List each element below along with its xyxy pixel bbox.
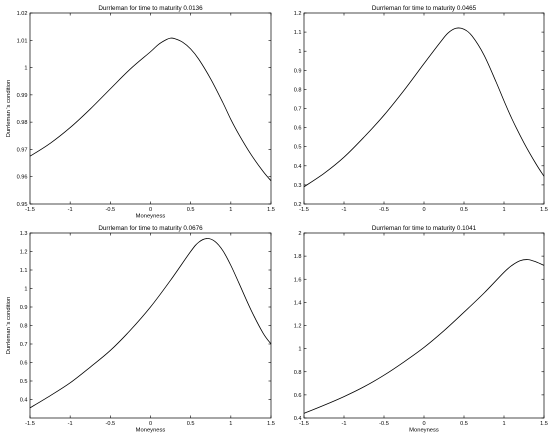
y-tick-label: 0.8 <box>20 324 28 330</box>
plot-frame <box>303 12 545 205</box>
durrleman-curve <box>29 238 272 409</box>
y-tick-label: 1.2 <box>294 11 302 17</box>
y-tick-label: 0.95 <box>17 202 28 208</box>
x-tick-label: 0 <box>422 207 425 213</box>
durrleman-curve <box>303 259 545 414</box>
x-tick-label: 0.5 <box>187 207 195 213</box>
y-tick-label: 1.3 <box>20 231 28 237</box>
y-tick-label: 1.1 <box>20 268 28 274</box>
x-tick-label: 1 <box>229 207 232 213</box>
y-tick-label: 0.97 <box>17 147 28 153</box>
y-tick-label: 1.2 <box>294 324 302 330</box>
x-tick-label: 0.5 <box>460 421 468 427</box>
y-tick-label: 0.2 <box>294 202 302 208</box>
subplot-title: Durrleman for time to maturity 0.0465 <box>372 5 477 12</box>
x-tick-label: -1 <box>342 421 347 427</box>
x-tick-label: -1.5 <box>299 421 309 427</box>
x-tick-label: 1.5 <box>540 207 548 213</box>
y-tick-label: 0.8 <box>294 370 302 376</box>
y-tick-label: 0.5 <box>294 145 302 151</box>
x-tick-label: -1 <box>342 207 347 213</box>
subplot-4: -1.5 -1 -0.5 0 0.5 1 1.5 0.4 0.6 0.8 1 1.2 1.4 1.6 1.8… <box>294 225 548 434</box>
y-tick-label: 0.96 <box>17 175 28 181</box>
y-tick-label: 0.7 <box>294 107 302 113</box>
y-tick-label: 1 <box>298 347 301 353</box>
x-tick-label: 0.5 <box>460 207 468 213</box>
y-tick-label: 0.4 <box>294 416 302 422</box>
plot-frame <box>29 12 272 205</box>
x-axis-label: Moneyness <box>136 428 166 434</box>
y-tick-label: 1.4 <box>294 300 302 306</box>
x-tick-label: -1 <box>68 207 73 213</box>
y-tick-label: 0.4 <box>294 164 302 170</box>
y-tick-label: 0.99 <box>17 93 28 99</box>
y-tick-label: 0.6 <box>294 393 302 399</box>
x-tick-label: 1 <box>502 421 505 427</box>
y-axis-label: Durrleman 's condition <box>6 80 12 138</box>
y-tick-label: 0.4 <box>20 398 28 404</box>
y-tick-label: 1.2 <box>20 250 28 256</box>
subplot-title: Durrleman for time to maturity 0.0676 <box>98 225 203 232</box>
y-tick-label: 0.9 <box>20 305 28 311</box>
x-tick-label: -1 <box>68 421 73 427</box>
y-tick-label: 0.98 <box>17 120 28 126</box>
x-tick-label: -0.5 <box>106 421 116 427</box>
y-tick-label: 1.01 <box>17 38 28 44</box>
y-tick-label: 0.8 <box>294 87 302 93</box>
x-tick-label: 0.5 <box>187 421 195 427</box>
x-tick-label: -0.5 <box>379 421 389 427</box>
y-axis-label: Durrleman 's condition <box>6 297 12 355</box>
subplot-title: Durrleman for time to maturity 0.1041 <box>372 225 477 232</box>
subplot-2: -1.5 -1 -0.5 0 0.5 1 1.5 0.2 0.3 0.4 0.5 0.6 0.7 0.8 0… <box>294 5 548 213</box>
subplot-1: -1.5 -1 -0.5 0 0.5 1 1.5 0.95 0.96 0.97 0.98 0.99 1 1… <box>6 5 275 220</box>
x-tick-label: 1 <box>229 421 232 427</box>
y-tick-label: 1 <box>298 49 301 55</box>
plot-frame <box>29 232 272 419</box>
durrleman-curve <box>303 27 545 188</box>
x-tick-label: -1.5 <box>299 207 309 213</box>
durrleman-curve <box>29 37 272 182</box>
y-tick-label: 0.6 <box>294 126 302 132</box>
x-tick-label: 0 <box>149 421 152 427</box>
y-tick-label: 1.6 <box>294 277 302 283</box>
x-tick-label: 1.5 <box>540 421 548 427</box>
y-tick-label: 2 <box>298 231 301 237</box>
x-tick-label: 0 <box>422 421 425 427</box>
subplot-title: Durrleman for time to maturity 0.0136 <box>98 5 203 12</box>
x-tick-label: 1 <box>502 207 505 213</box>
y-tick-label: 1 <box>24 66 27 72</box>
x-tick-label: -1.5 <box>25 421 35 427</box>
x-tick-label: -0.5 <box>106 207 116 213</box>
x-tick-label: -0.5 <box>379 207 389 213</box>
y-tick-label: 1 <box>24 287 27 293</box>
x-tick-label: 1.5 <box>267 421 275 427</box>
plot-frame <box>303 232 545 419</box>
y-tick-label: 0.9 <box>294 68 302 74</box>
y-tick-label: 1.02 <box>17 11 28 17</box>
x-axis-label: Moneyness <box>136 214 166 220</box>
x-tick-label: -1.5 <box>25 207 35 213</box>
x-tick-label: 1.5 <box>267 207 275 213</box>
y-tick-label: 1.1 <box>294 30 302 36</box>
y-tick-label: 0.6 <box>20 361 28 367</box>
y-tick-label: 0.3 <box>294 183 302 189</box>
subplot-3: -1.5 -1 -0.5 0 0.5 1 1.5 0.4 0.5 0.6 0.7 0.8 0.9 1 1.1… <box>6 225 275 434</box>
x-tick-label: 0 <box>149 207 152 213</box>
y-tick-label: 1.8 <box>294 254 302 260</box>
y-tick-label: 0.7 <box>20 342 28 348</box>
y-tick-label: 0.5 <box>20 379 28 385</box>
x-axis-label: Moneyness <box>409 428 439 434</box>
